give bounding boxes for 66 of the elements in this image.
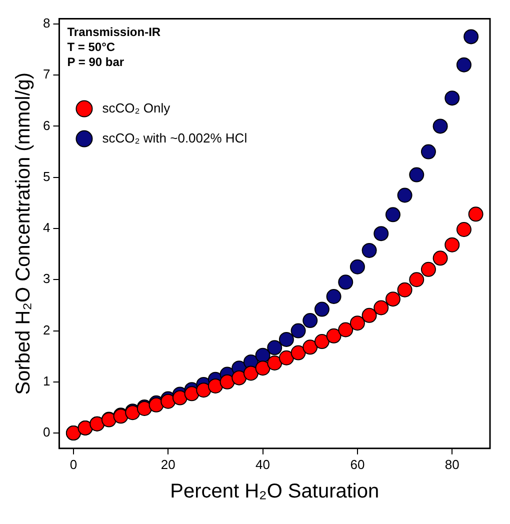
point [350,259,365,274]
point [184,386,200,402]
point [374,226,389,242]
y-tick-label: 1 [42,373,50,388]
point [290,345,306,360]
point [196,382,212,398]
point [326,328,342,344]
legend-label: scCO₂ Only [102,100,171,116]
point [350,316,365,331]
point [444,90,460,106]
point [432,118,448,134]
point [385,207,400,222]
point [464,29,479,44]
annotation: P = 90 bar [67,55,124,70]
point [314,302,330,317]
point [338,322,354,338]
x-tick-label: 40 [256,456,270,472]
point [338,274,354,290]
point [255,348,270,363]
y-tick-label: 3 [42,271,50,286]
y-tick-label: 4 [42,220,50,236]
point [444,237,460,252]
x-tick-label: 20 [160,456,176,472]
point [278,350,294,366]
point [302,340,318,355]
point [208,378,223,394]
point [456,222,472,238]
point [420,144,436,160]
annotation: Transmission-IR [67,25,161,40]
x-tick-label: 0 [70,456,78,472]
y-tick-label: 6 [42,118,50,133]
annotation: T = 50°C [67,40,116,54]
point [302,313,318,328]
point [220,374,235,390]
point [255,360,270,376]
x-tick-label: 80 [444,456,460,472]
point [267,355,282,370]
point [409,167,424,182]
point [432,250,448,266]
point [290,323,306,338]
point [374,300,389,316]
point [420,262,436,277]
point [468,206,484,222]
point [278,332,294,347]
point [397,188,412,203]
point [314,334,330,350]
point [385,292,400,307]
y-tick-label: 8 [42,15,50,30]
point [232,370,247,386]
y-tick-label: 5 [42,168,50,184]
y-tick-label: 7 [42,66,50,82]
point [456,57,472,72]
x-axis-title: Percent H₂O Saturation [170,480,380,503]
y-tick-label: 2 [42,322,50,338]
x-tick-label: 60 [350,456,365,472]
point [362,308,377,323]
point [409,272,424,288]
point [362,242,377,258]
legend-label: scCO₂ with ~0.002% HCl [102,130,248,146]
point [326,289,342,304]
point [243,366,258,381]
point [267,340,282,356]
y-axis-title: Sorbed H₂O Concentration (mmol/g) [12,72,35,395]
point [397,282,412,298]
point [172,390,188,406]
y-tick-label: 0 [42,424,50,440]
